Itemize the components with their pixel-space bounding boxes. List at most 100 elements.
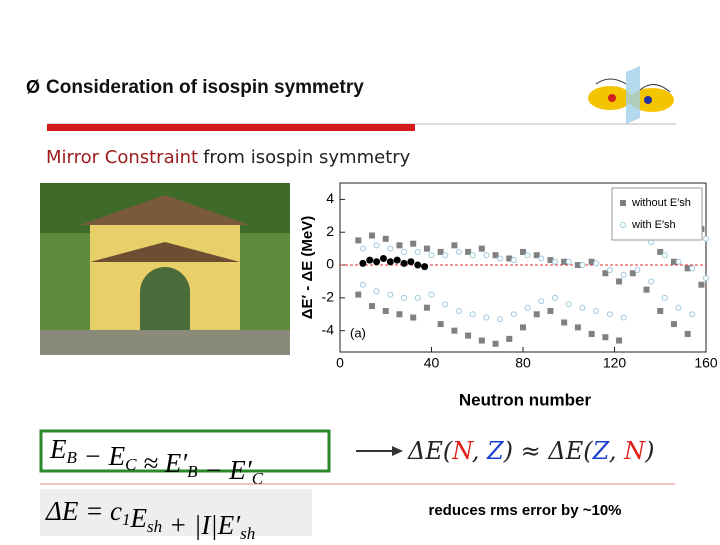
point xyxy=(428,291,435,298)
point xyxy=(478,337,485,344)
point xyxy=(643,286,650,293)
point xyxy=(401,294,408,301)
point xyxy=(492,252,499,259)
point xyxy=(355,237,362,244)
point xyxy=(533,252,540,259)
point xyxy=(629,270,636,277)
point xyxy=(387,291,394,298)
point xyxy=(602,270,609,277)
point xyxy=(547,257,554,264)
photo xyxy=(40,183,290,355)
equation-term: E xyxy=(49,434,67,464)
point xyxy=(689,311,696,318)
equation: ΔE(N, Z) ≈ ΔE(Z, N) xyxy=(407,437,655,465)
equation-subscript: sh xyxy=(147,517,162,536)
point xyxy=(386,258,394,266)
point xyxy=(483,252,490,259)
equation-term: , xyxy=(609,437,624,465)
point xyxy=(359,281,366,288)
x-tick-label: 40 xyxy=(424,355,440,371)
point xyxy=(579,304,586,311)
point xyxy=(469,311,476,318)
icon xyxy=(585,66,674,124)
equation-subscript: sh xyxy=(240,524,255,540)
point xyxy=(451,327,458,334)
equation-subscript: C xyxy=(125,455,137,474)
point xyxy=(520,324,526,331)
point xyxy=(634,266,641,273)
point xyxy=(524,304,531,311)
point xyxy=(648,278,655,285)
point xyxy=(428,252,435,259)
equation-term: + |I|E′ xyxy=(162,510,241,540)
point xyxy=(359,245,366,252)
point xyxy=(393,256,401,264)
legend-marker xyxy=(620,200,626,206)
equation: ΔE = c1Esh + |I|E′sh xyxy=(45,496,255,540)
point xyxy=(684,265,691,272)
slide-title: Consideration of isospin symmetry xyxy=(46,77,364,98)
point xyxy=(684,330,691,337)
point xyxy=(547,307,554,314)
point xyxy=(373,288,380,295)
point xyxy=(565,301,572,308)
equation-box xyxy=(39,429,331,473)
point xyxy=(661,294,668,301)
equation-term: ΔE = c xyxy=(45,496,122,526)
y-tick-label: 0 xyxy=(326,256,334,272)
point xyxy=(538,255,545,262)
point xyxy=(410,240,417,247)
point xyxy=(401,248,408,255)
bullet: Ø xyxy=(26,77,40,97)
equation-term: ) xyxy=(644,437,654,465)
point xyxy=(359,259,367,267)
point xyxy=(606,311,613,318)
x-axis-label: Neutron number xyxy=(459,390,592,409)
equation-term: ) ≈ ΔE( xyxy=(503,437,594,465)
point xyxy=(561,258,568,265)
point xyxy=(620,314,627,321)
y-tick-label: -2 xyxy=(322,289,335,305)
y-tick-label: 2 xyxy=(326,223,334,239)
equation-term: , xyxy=(472,437,487,465)
equation-term: − E xyxy=(77,441,126,471)
note: reduces rms error by ~10% xyxy=(428,502,621,519)
point xyxy=(657,248,664,255)
point xyxy=(552,258,559,265)
equation-term: − E′ xyxy=(198,455,253,485)
point xyxy=(382,307,389,314)
point xyxy=(552,294,559,301)
y-tick-label: 4 xyxy=(326,190,334,206)
equation-box xyxy=(40,489,312,536)
point xyxy=(574,262,581,269)
point xyxy=(423,304,430,311)
point xyxy=(506,255,513,262)
point xyxy=(437,321,444,328)
point xyxy=(355,291,362,298)
point xyxy=(478,245,485,252)
x-tick-label: 0 xyxy=(336,355,344,371)
point xyxy=(451,242,458,249)
equation-subscript: B xyxy=(67,448,78,467)
point xyxy=(410,314,417,321)
point xyxy=(533,311,540,318)
point xyxy=(698,281,705,288)
point xyxy=(620,271,627,278)
subtitle: Mirror Constraint from isospin symmetry xyxy=(46,147,411,168)
point xyxy=(506,335,513,342)
point xyxy=(465,332,472,339)
point xyxy=(497,255,504,262)
point xyxy=(657,307,664,314)
x-tick-label: 80 xyxy=(515,355,531,371)
point xyxy=(396,311,403,318)
legend-label: without E′sh xyxy=(631,197,691,209)
point xyxy=(437,248,444,255)
point xyxy=(387,245,394,252)
point xyxy=(469,252,476,259)
point xyxy=(414,294,421,301)
point xyxy=(689,265,696,272)
point xyxy=(492,340,499,347)
legend-marker xyxy=(620,222,626,228)
point xyxy=(373,242,380,249)
equation-term: Z xyxy=(592,437,611,465)
